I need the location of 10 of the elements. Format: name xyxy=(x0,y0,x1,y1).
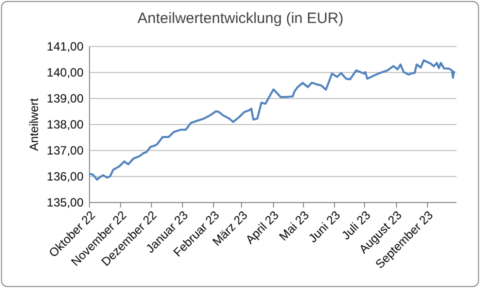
y-tick-label: 138,00 xyxy=(46,118,84,132)
y-tick-label: 137,00 xyxy=(46,144,84,158)
line-series xyxy=(88,59,455,181)
y-axis-title: Anteilwert xyxy=(26,97,41,151)
y-tick-label: 136,00 xyxy=(46,170,84,184)
y-tick-label: 135,00 xyxy=(46,196,84,210)
y-tick-label: 140,00 xyxy=(46,66,84,80)
chart-title: Anteilwertentwicklung (in EUR) xyxy=(138,10,344,27)
y-tick-label: 141,00 xyxy=(46,40,84,54)
y-tick-label: 139,00 xyxy=(46,92,84,106)
